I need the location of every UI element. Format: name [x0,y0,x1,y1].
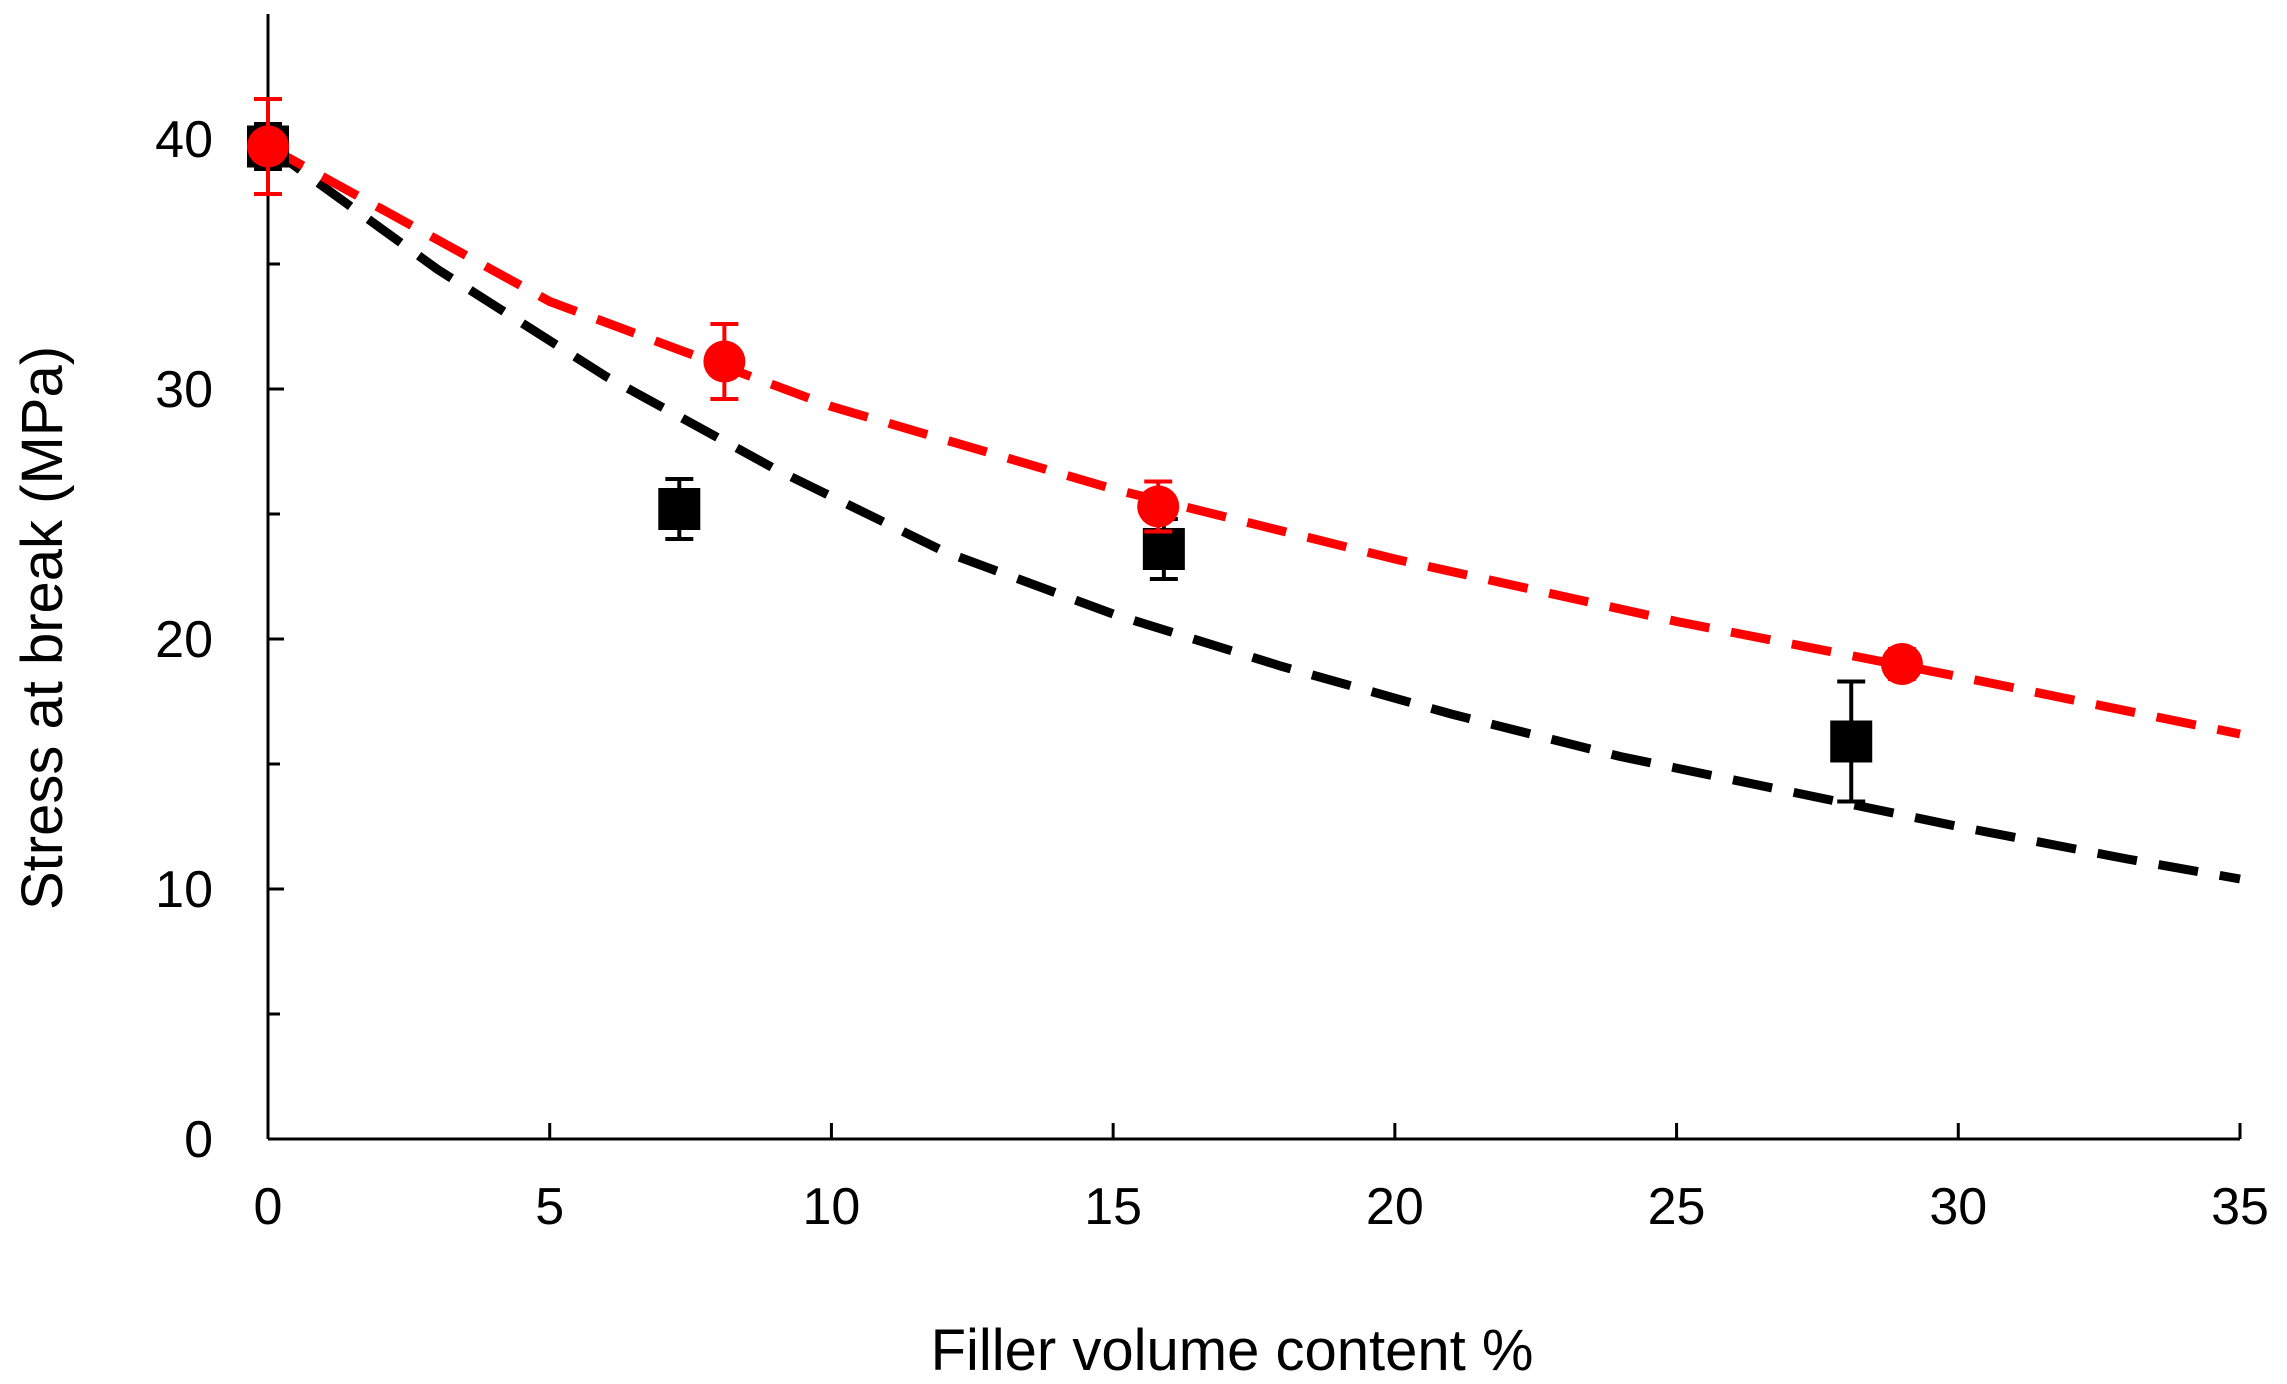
ticks: 0 5 10 15 20 25 30 35 0 10 20 30 40 [155,111,2269,1236]
x-tick-label: 20 [1366,1178,1424,1236]
x-tick-label: 15 [1084,1178,1142,1236]
x-tick-label: 5 [535,1178,564,1236]
black-fit-line [265,142,2241,884]
y-tick-label: 0 [184,1111,213,1169]
x-tick-label: 10 [803,1178,861,1236]
red-circle-point [1880,643,1923,685]
y-axis-title: Stress at break (MPa) [10,346,75,910]
y-tick-label: 10 [155,861,213,919]
x-tick-label: 30 [1929,1178,1987,1236]
black-square-point [1142,528,1185,570]
x-tick-label: 0 [254,1178,283,1236]
y-tick-label: 30 [155,361,213,419]
red-circle-point [247,125,289,168]
fit-lines [265,142,2241,884]
axes [266,14,2240,1141]
x-tick-label: 25 [1648,1178,1706,1236]
black-square-point [658,488,701,530]
red-circle-point [1137,485,1180,528]
data-points [247,97,1923,804]
red-fit-line [265,142,2241,739]
y-tick-label: 20 [155,611,213,669]
x-tick-label: 35 [2211,1178,2269,1236]
black-square-point [1830,720,1873,763]
red-circle-point [703,340,746,383]
x-axis-title: Filler volume content % [931,1318,1534,1383]
y-tick-label: 40 [155,111,213,169]
